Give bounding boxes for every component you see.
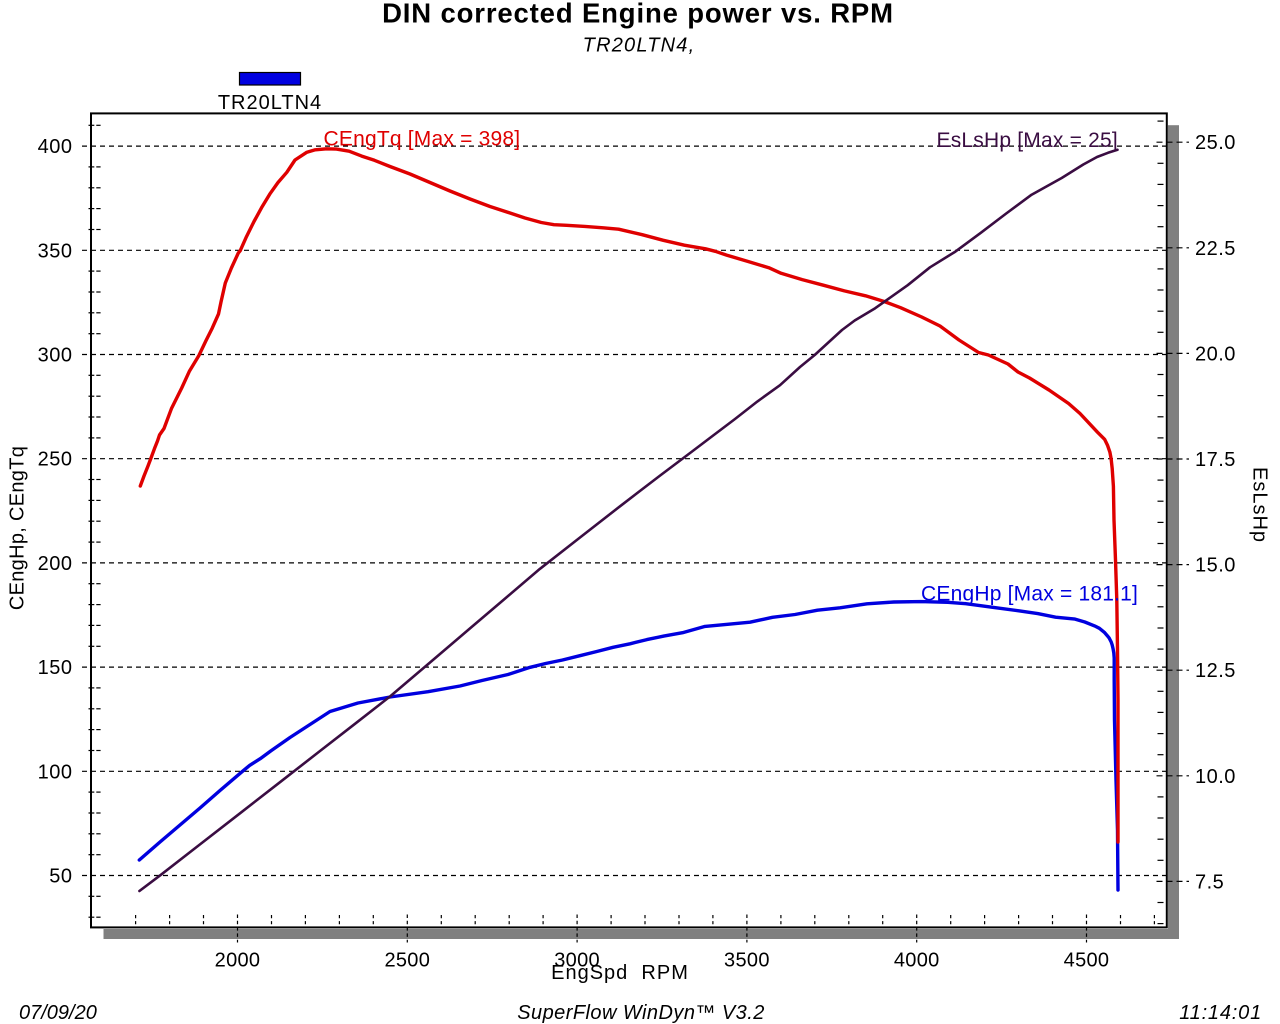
svg-text:400: 400 <box>38 136 73 158</box>
svg-text:TR20LTN4: TR20LTN4 <box>218 92 322 114</box>
svg-text:22.5: 22.5 <box>1195 238 1236 260</box>
svg-text:250: 250 <box>38 449 73 471</box>
svg-text:100: 100 <box>38 761 73 783</box>
svg-text:150: 150 <box>38 657 73 679</box>
svg-text:25.0: 25.0 <box>1195 132 1236 154</box>
svg-text:CEngHp [Max = 181.1]: CEngHp [Max = 181.1] <box>921 582 1138 605</box>
svg-text:DIN corrected Engine power vs.: DIN corrected Engine power vs. RPM <box>382 0 894 29</box>
svg-text:3500: 3500 <box>724 950 770 972</box>
svg-text:CEngHp, CEngTq: CEngHp, CEngTq <box>7 446 29 610</box>
svg-text:3000: 3000 <box>554 950 600 972</box>
svg-text:EsLsHp: EsLsHp <box>1249 467 1271 543</box>
svg-text:SuperFlow WinDyn™ V3.2: SuperFlow WinDyn™ V3.2 <box>517 1002 765 1024</box>
svg-text:300: 300 <box>38 345 73 367</box>
svg-text:7.5: 7.5 <box>1195 871 1224 893</box>
svg-text:15.0: 15.0 <box>1195 555 1236 577</box>
svg-text:11:14:01: 11:14:01 <box>1179 1002 1262 1024</box>
svg-text:TR20LTN4,: TR20LTN4, <box>583 35 696 57</box>
svg-text:2000: 2000 <box>215 950 261 972</box>
svg-text:07/09/20: 07/09/20 <box>19 1002 97 1024</box>
svg-text:4000: 4000 <box>894 950 940 972</box>
svg-text:17.5: 17.5 <box>1195 449 1236 471</box>
svg-text:2500: 2500 <box>384 950 430 972</box>
svg-text:EsLsHp [Max = 25]: EsLsHp [Max = 25] <box>937 129 1118 152</box>
svg-text:20.0: 20.0 <box>1195 343 1236 365</box>
svg-text:EngSpd RPM: EngSpd RPM <box>551 962 689 984</box>
svg-text:12.5: 12.5 <box>1195 660 1236 682</box>
svg-text:CEngTq [Max = 398]: CEngTq [Max = 398] <box>324 128 521 151</box>
svg-text:200: 200 <box>38 553 73 575</box>
svg-text:50: 50 <box>49 866 72 888</box>
svg-text:350: 350 <box>38 240 73 262</box>
svg-text:10.0: 10.0 <box>1195 766 1236 788</box>
svg-text:4500: 4500 <box>1064 950 1110 972</box>
